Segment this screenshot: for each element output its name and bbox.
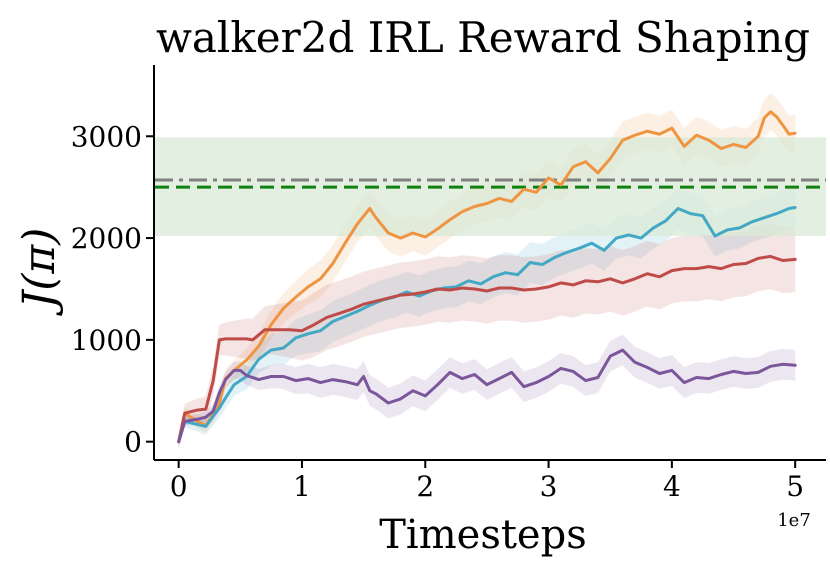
x-axis-label: Timesteps <box>379 512 586 558</box>
series-3-line <box>177 348 797 444</box>
y-axis-label: J(π) <box>14 228 65 317</box>
x-tick-label: 1 <box>293 470 311 503</box>
y-tick-label: 1000 <box>71 324 142 357</box>
series-3-band <box>178 334 796 446</box>
series-1-band <box>178 187 796 447</box>
x-tick-label: 0 <box>170 470 188 503</box>
series-0-band <box>178 93 796 447</box>
y-tick-label: 2000 <box>71 222 142 255</box>
x-tick-label: 3 <box>540 470 558 503</box>
x-tick-label: 2 <box>416 470 434 503</box>
x-tick-label: 5 <box>786 470 804 503</box>
confidence-bands <box>178 93 796 450</box>
series-lines <box>177 110 797 444</box>
series-2-band <box>178 223 796 450</box>
y-ticks: 0 1000 2000 3000 <box>71 120 154 459</box>
series-1-line <box>177 206 797 444</box>
chart-title: walker2d IRL Reward Shaping <box>156 13 810 62</box>
series-0-line <box>177 110 797 444</box>
plot-area <box>155 93 826 450</box>
series-2-line <box>177 254 797 444</box>
x-offset-label: 1e7 <box>777 510 811 531</box>
reference-lines <box>155 137 826 237</box>
x-ticks: 0 1 2 3 4 5 <box>170 460 804 503</box>
y-tick-label: 3000 <box>71 120 142 153</box>
x-tick-label: 4 <box>663 470 681 503</box>
y-tick-label: 0 <box>124 426 142 459</box>
